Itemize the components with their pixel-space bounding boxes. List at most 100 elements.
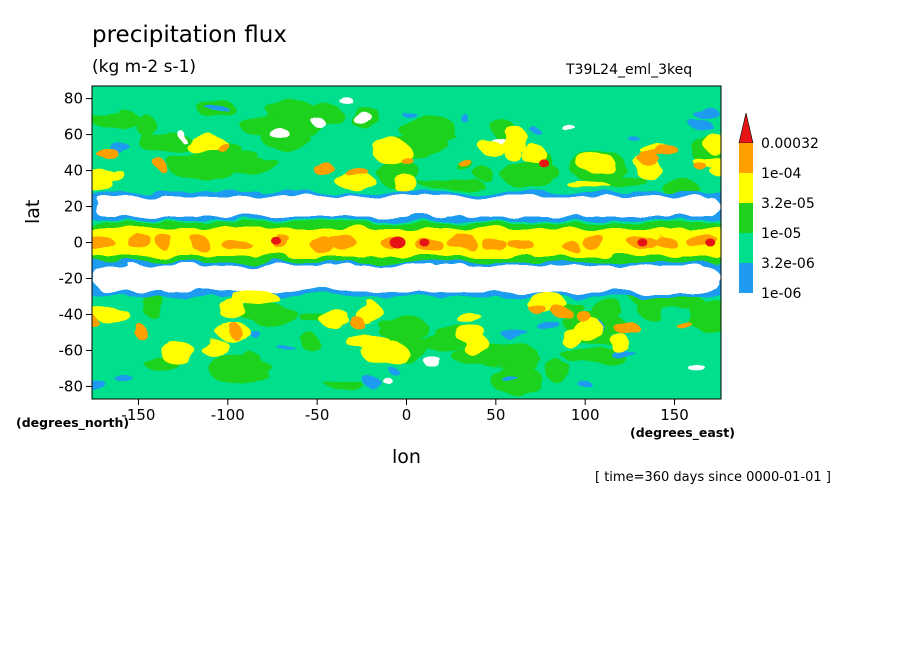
orange-region bbox=[613, 319, 639, 334]
green-region bbox=[576, 347, 626, 363]
orange-region bbox=[155, 160, 167, 171]
equatorial-orange-region bbox=[561, 239, 578, 251]
dry-speck bbox=[338, 96, 353, 104]
yellow-region bbox=[704, 133, 721, 154]
orange-region bbox=[639, 150, 664, 157]
green-region bbox=[500, 160, 561, 189]
green-region bbox=[222, 157, 281, 173]
y-tick-label: 20 bbox=[64, 198, 83, 216]
orange-region bbox=[230, 325, 244, 340]
y-tick-label: -40 bbox=[59, 305, 84, 323]
orange-region bbox=[638, 154, 661, 166]
blue-region bbox=[701, 107, 718, 114]
orange-region bbox=[134, 325, 148, 339]
colorbar-label: 3.2e-06 bbox=[761, 256, 815, 272]
yellow-region bbox=[372, 139, 411, 164]
x-tick-label: -150 bbox=[121, 406, 155, 424]
green-region bbox=[254, 362, 272, 374]
red-maximum bbox=[419, 238, 430, 247]
chart-units: (kg m-2 s-1) bbox=[92, 57, 197, 77]
orange-region bbox=[92, 315, 98, 328]
axes: -150 -100 -50 0 50 100 150 -80 -60 -40 -20 0 20 40 60 8… bbox=[59, 90, 689, 424]
colorbar-label: 1e-06 bbox=[761, 286, 801, 302]
green-region bbox=[376, 316, 429, 340]
green-region bbox=[544, 359, 571, 381]
blue-region bbox=[535, 321, 561, 330]
green-region bbox=[511, 352, 542, 370]
y-tick-label: 0 bbox=[73, 234, 83, 252]
run-id-label: T39L24_eml_3keq bbox=[566, 62, 693, 78]
green-region bbox=[476, 168, 495, 183]
equatorial-orange-region bbox=[309, 237, 336, 252]
yellow-region bbox=[92, 167, 119, 190]
yellow-region bbox=[92, 308, 130, 321]
red-maximum bbox=[271, 236, 282, 245]
yellow-region bbox=[318, 308, 350, 327]
colorbar-swatch bbox=[739, 173, 753, 203]
y-axis-units: (degrees_north) bbox=[16, 415, 130, 430]
x-tick-label: -100 bbox=[211, 406, 245, 424]
green-region bbox=[419, 179, 485, 190]
yellow-region bbox=[454, 312, 482, 322]
colorbar-swatch bbox=[739, 143, 753, 173]
green-region bbox=[324, 380, 364, 389]
green-region bbox=[92, 113, 149, 128]
orange-region bbox=[346, 169, 371, 179]
yellow-region bbox=[231, 289, 279, 307]
yellow-region bbox=[356, 299, 381, 325]
colorbar-label: 1e-05 bbox=[761, 226, 801, 242]
dry-speck bbox=[561, 124, 575, 130]
blue-region bbox=[531, 127, 540, 134]
x-tick-label: 0 bbox=[402, 406, 412, 424]
y-axis-label: lat bbox=[22, 199, 44, 224]
x-tick-label: 150 bbox=[660, 406, 689, 424]
equatorial-orange-region bbox=[125, 233, 152, 247]
blue-region bbox=[692, 122, 714, 132]
yellow-region bbox=[393, 175, 420, 193]
y-tick-label: -80 bbox=[59, 377, 84, 395]
dry-speck bbox=[688, 365, 706, 372]
yellow-region bbox=[480, 141, 503, 156]
equatorial-orange-region bbox=[508, 239, 534, 251]
dry-speck bbox=[311, 117, 325, 126]
dry-speck bbox=[178, 131, 185, 142]
orange-region bbox=[312, 162, 334, 175]
yellow-region bbox=[160, 340, 196, 365]
yellow-region bbox=[201, 337, 230, 359]
blue-region bbox=[628, 135, 640, 141]
red-maximum bbox=[389, 236, 406, 249]
dry-speck bbox=[380, 376, 392, 382]
green-region bbox=[687, 301, 721, 333]
dry-zone-south bbox=[94, 265, 719, 292]
blue-region bbox=[92, 380, 107, 391]
yellow-region bbox=[575, 152, 615, 172]
colorbar-max-arrow bbox=[738, 112, 754, 144]
x-axis-label: lon bbox=[392, 446, 421, 468]
y-tick-label: 60 bbox=[64, 126, 83, 144]
equatorial-orange-region bbox=[192, 236, 210, 252]
green-region bbox=[228, 356, 262, 386]
dry-zone-north bbox=[94, 196, 719, 217]
y-tick-label: 80 bbox=[64, 90, 83, 108]
dry-speck bbox=[424, 358, 444, 367]
orange-region bbox=[677, 322, 695, 331]
blue-region bbox=[458, 113, 469, 121]
orange-region bbox=[575, 311, 591, 321]
colorbar-swatch bbox=[739, 263, 753, 293]
yellow-region bbox=[362, 341, 410, 366]
green-region bbox=[264, 99, 313, 118]
yellow-region bbox=[573, 317, 604, 342]
orange-region bbox=[349, 317, 366, 328]
yellow-region bbox=[610, 333, 630, 354]
equatorial-orange-region bbox=[481, 239, 508, 251]
x-axis-units: (degrees_east) bbox=[630, 425, 735, 440]
orange-region bbox=[531, 307, 549, 316]
y-tick-label: -20 bbox=[59, 269, 84, 287]
green-region bbox=[141, 291, 165, 318]
red-maximum bbox=[705, 238, 716, 247]
colorbar-swatch bbox=[739, 203, 753, 233]
green-region bbox=[239, 304, 298, 324]
x-tick-label: 50 bbox=[486, 406, 505, 424]
orange-region bbox=[401, 155, 413, 165]
